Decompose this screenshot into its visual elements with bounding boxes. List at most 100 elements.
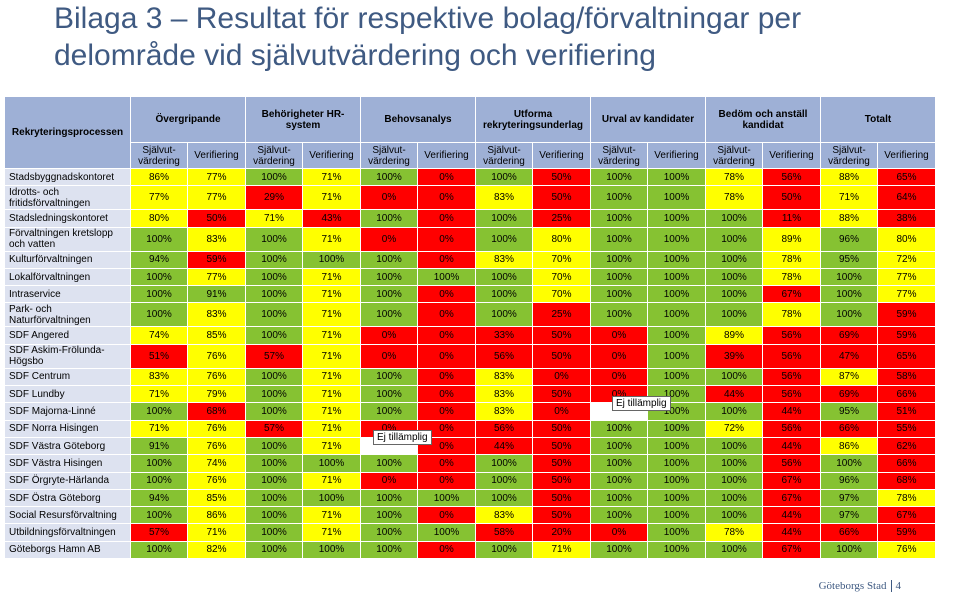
cell-self-evaluation: 100%: [475, 454, 533, 473]
subheader-verification: Verifiering: [647, 142, 706, 169]
table-row: SDF Centrum 83% 76% 100% 71% 100% 0% 83% 0% 0% 100…: [4, 367, 936, 387]
cell-verification: 78%: [762, 267, 821, 287]
subheader-verification: Verifiering: [532, 142, 591, 169]
cell-self-evaluation: 100%: [705, 471, 763, 490]
cell-verification: 43%: [302, 209, 361, 228]
cell-verification: 71%: [302, 523, 361, 542]
cell-verification: 71%: [302, 419, 361, 438]
cell-verification: 50%: [532, 436, 591, 456]
cell-self-evaluation: 71%: [130, 419, 188, 438]
cell-verification: 100%: [647, 436, 706, 456]
cell-verification: 50%: [532, 326, 591, 345]
cell-self-evaluation: 100%: [360, 302, 418, 328]
cell-self-evaluation: 83%: [475, 506, 533, 525]
cell-verification: 100%: [647, 285, 706, 304]
cell-self-evaluation: 100%: [245, 285, 303, 304]
row-label: SDF Östra Göteborg: [4, 488, 131, 508]
cell-self-evaluation: 100%: [590, 226, 648, 252]
cell-self-evaluation: 100%: [590, 250, 648, 269]
table-row: Stadsbyggnadskontoret 86% 77% 100% 71% 100% 0%…: [4, 167, 936, 187]
table-row: SDF Askim-Frölunda-Högsbo 51% 76% 57% 71% 0% 0…: [4, 343, 936, 369]
subheader-self-evaluation: Självut-värdering: [130, 142, 188, 169]
cell-self-evaluation: 100%: [590, 506, 648, 525]
cell-self-evaluation: 71%: [130, 385, 188, 404]
cell-self-evaluation: 100%: [820, 540, 878, 560]
cell-verification: 0%: [417, 167, 476, 187]
cell-verification: 0%: [417, 367, 476, 387]
cell-self-evaluation: 100%: [705, 250, 763, 269]
row-label: Utbildningsförvaltningen: [4, 523, 131, 542]
cell-self-evaluation: 86%: [130, 167, 188, 187]
cell-verification: 0%: [417, 454, 476, 473]
cell-verification: 100%: [647, 367, 706, 387]
cell-self-evaluation: 95%: [820, 250, 878, 269]
cell-self-evaluation: 69%: [820, 385, 878, 404]
cell-self-evaluation: 100%: [475, 285, 533, 304]
table-row: SDF Västra Göteborg 91% 76% 100% 71% 0% 44% 50%…: [4, 436, 936, 456]
table-row: SDF Örgryte-Härlanda 100% 76% 100% 71% 0% 0% 10…: [4, 471, 936, 490]
table-row: SDF Angered 74% 85% 100% 71% 0% 0% 33% 50% 0% 100%…: [4, 326, 936, 345]
subheader-verification: Verifiering: [877, 142, 936, 169]
cell-verification: 76%: [187, 436, 246, 456]
cell-verification: 100%: [647, 209, 706, 228]
cell-verification: 77%: [877, 267, 936, 287]
cell-verification: 77%: [187, 267, 246, 287]
cell-verification: 70%: [532, 267, 591, 287]
cell-verification: 0%: [417, 343, 476, 369]
cell-self-evaluation: 100%: [360, 250, 418, 269]
table-row: SDF Majorna-Linné 100% 68% 100% 71% 100% 0% 83%…: [4, 402, 936, 421]
cell-self-evaluation: 57%: [245, 419, 303, 438]
cell-self-evaluation: 89%: [705, 326, 763, 345]
cell-verification: 91%: [187, 285, 246, 304]
cell-verification: 67%: [762, 540, 821, 560]
cell-self-evaluation: 97%: [820, 488, 878, 508]
cell-self-evaluation: 0%: [360, 343, 418, 369]
cell-self-evaluation: 44%: [705, 385, 763, 404]
footer-divider: [890, 580, 892, 593]
cell-verification: 77%: [187, 185, 246, 211]
cell-self-evaluation: 57%: [245, 343, 303, 369]
page-title: Bilaga 3 – Resultat för respektive bolag…: [54, 2, 802, 72]
cell-self-evaluation: 100%: [130, 471, 188, 490]
subheader-self-evaluation: Självut-värdering: [475, 142, 533, 169]
cell-verification: 11%: [762, 209, 821, 228]
cell-self-evaluation: 58%: [475, 523, 533, 542]
cell-verification: 71%: [302, 471, 361, 490]
cell-self-evaluation: 100%: [705, 402, 763, 421]
subheader-self-evaluation: Självut-värdering: [590, 142, 648, 169]
cell-self-evaluation: 83%: [475, 367, 533, 387]
cell-verification: 56%: [762, 367, 821, 387]
cell-verification: 79%: [187, 385, 246, 404]
cell-verification: 50%: [532, 454, 591, 473]
cell-verification: 59%: [187, 250, 246, 269]
cell-verification: 71%: [302, 226, 361, 252]
cell-self-evaluation: 39%: [705, 343, 763, 369]
cell-verification: 0%: [417, 226, 476, 252]
cell-self-evaluation: 96%: [820, 226, 878, 252]
row-label: Förvaltningen kretslopp och vatten: [4, 226, 131, 252]
cell-verification: 67%: [762, 285, 821, 304]
cell-self-evaluation: 100%: [130, 506, 188, 525]
cell-self-evaluation: 100%: [245, 385, 303, 404]
cell-verification: 67%: [762, 488, 821, 508]
cell-verification: 80%: [877, 226, 936, 252]
cell-self-evaluation: 96%: [820, 471, 878, 490]
row-label: SDF Västra Göteborg: [4, 436, 131, 456]
cell-verification: 50%: [532, 419, 591, 438]
cell-self-evaluation: 74%: [130, 326, 188, 345]
cell-self-evaluation: 100%: [245, 488, 303, 508]
cell-self-evaluation: 0%: [590, 523, 648, 542]
cell-self-evaluation: 100%: [705, 302, 763, 328]
row-label: Göteborgs Hamn AB: [4, 540, 131, 560]
cell-verification: 0%: [417, 436, 476, 456]
cell-self-evaluation: 100%: [245, 436, 303, 456]
not-applicable-callout: Ej tillämplig: [612, 396, 671, 411]
cell-verification: 50%: [762, 185, 821, 211]
cell-verification: 62%: [877, 436, 936, 456]
cell-verification: 56%: [762, 167, 821, 187]
table-row: Göteborgs Hamn AB 100% 82% 100% 100% 100% 0% 10…: [4, 540, 936, 560]
cell-verification: 71%: [302, 436, 361, 456]
cell-verification: 59%: [877, 523, 936, 542]
cell-self-evaluation: 100%: [360, 540, 418, 560]
cell-self-evaluation: 100%: [130, 540, 188, 560]
